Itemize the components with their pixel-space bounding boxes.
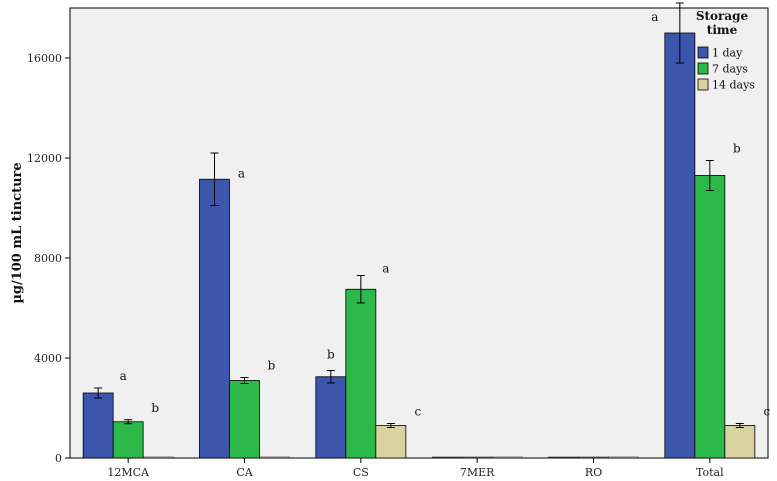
bar [199,178,230,459]
legend-label: 7 days [712,63,748,76]
significance-label: a [120,369,127,383]
bar [694,175,726,459]
y-tick-label: 0 [55,452,62,465]
y-tick-label: 4000 [34,352,62,365]
bar [578,456,609,459]
x-tick-label: 7MER [460,466,495,479]
bar [491,456,523,459]
bar [229,380,260,459]
bar [82,392,114,459]
x-tick-label: CA [236,466,253,479]
y-axis: 0 4000 8000 12000 16000 [27,52,70,465]
y-tick-label: 12000 [27,152,62,165]
bar [259,456,290,459]
significance-labels: a b a b b a c a b c [120,10,771,419]
bar [431,456,463,459]
x-tick-label: 12MCA [107,466,150,479]
significance-label: a [238,166,245,180]
bar [315,376,347,459]
x-tick-label: RO [585,466,602,479]
bar [724,425,756,459]
significance-label: c [763,405,770,419]
bar [461,456,493,459]
significance-label: b [733,142,741,156]
bar [112,421,144,459]
bar [548,456,579,459]
bar [375,425,407,459]
significance-label: c [414,405,421,419]
bar [608,456,639,459]
plot-background [69,7,769,459]
bar [345,288,377,459]
x-tick-label: CS [353,466,369,479]
significance-label: a [651,10,658,24]
y-tick-label: 16000 [27,52,62,65]
legend-label: 1 day [712,47,743,60]
significance-label: b [151,401,159,415]
legend-swatch [697,78,709,91]
y-tick-label: 8000 [34,252,62,265]
legend-title: Storage [696,9,749,23]
legend-swatch [697,62,709,75]
y-axis-label: µg/100 mL tincture [10,162,25,303]
legend-label: 14 days [712,79,755,92]
x-axis: 12MCA CA CS 7MER RO Total [107,458,724,479]
legend-swatch [697,46,709,59]
bars [82,32,756,459]
significance-label: a [382,262,389,276]
x-tick-label: Total [696,466,724,479]
significance-label: b [268,359,276,373]
legend-title-line2: time [707,23,738,37]
bar [664,32,696,459]
significance-label: b [327,348,335,362]
legend: Storage time 1 day 7 days 14 days [696,9,755,92]
error-bars [94,2,744,428]
bar [142,456,174,459]
